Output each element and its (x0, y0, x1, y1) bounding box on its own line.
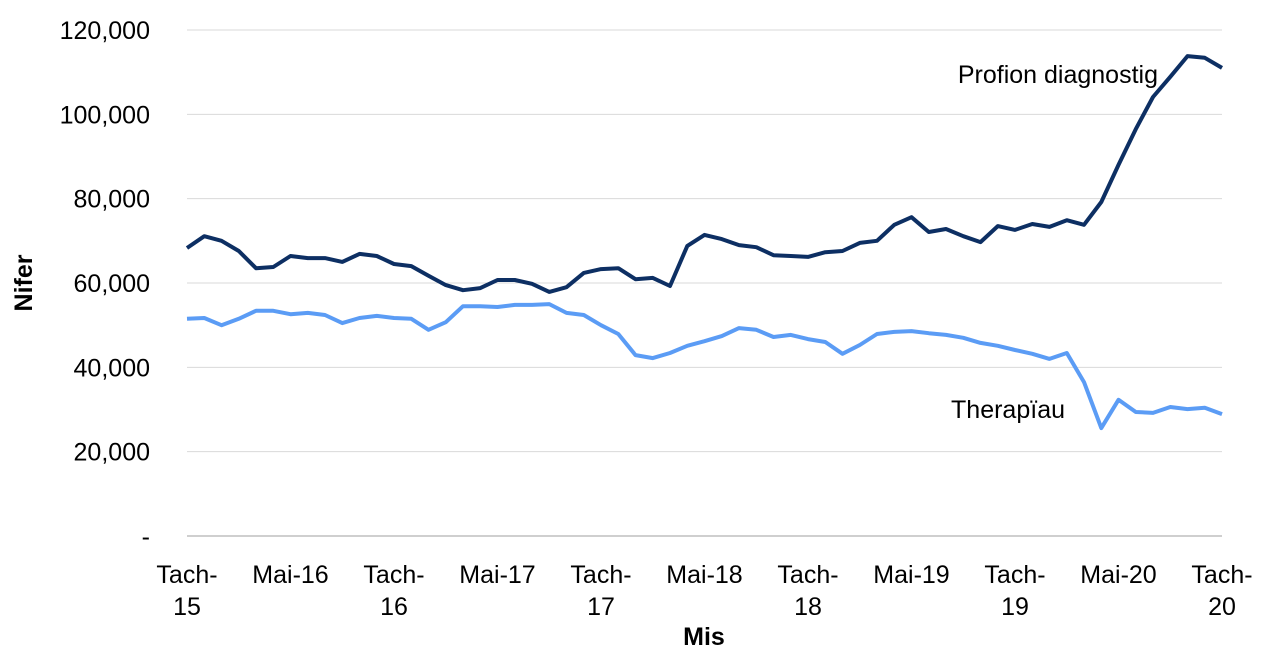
series-label: Therapïau (951, 396, 1065, 424)
x-tick-label: Tach-18 (777, 561, 838, 621)
x-tick-label: Tach-16 (363, 561, 424, 621)
y-tick-label: 40,000 (74, 354, 150, 382)
x-tick-label: Tach-19 (984, 561, 1045, 621)
series-line (186, 302, 1223, 431)
x-tick-label: Mai-16 (252, 561, 328, 589)
y-tick-label: 20,000 (74, 439, 150, 467)
y-tick-label: 80,000 (74, 186, 150, 214)
x-tick-label: Tach-17 (570, 561, 631, 621)
x-axis-label: Mis (683, 623, 725, 651)
y-tick-label: 60,000 (74, 270, 150, 298)
x-tick-label: Tach-20 (1191, 561, 1252, 621)
series-label: Profion diagnostig (958, 61, 1158, 89)
x-tick-label: Mai-19 (873, 561, 949, 589)
y-tick-label: - (142, 523, 150, 551)
y-tick-label: 100,000 (60, 101, 150, 129)
x-tick-label: Mai-18 (666, 561, 742, 589)
y-tick-label: 120,000 (60, 17, 150, 45)
y-axis-label: Nifer (10, 254, 38, 311)
x-tick-label: Mai-20 (1080, 561, 1156, 589)
x-tick-label: Tach-15 (156, 561, 217, 621)
x-tick-label: Mai-17 (459, 561, 535, 589)
series-line (185, 54, 1224, 294)
